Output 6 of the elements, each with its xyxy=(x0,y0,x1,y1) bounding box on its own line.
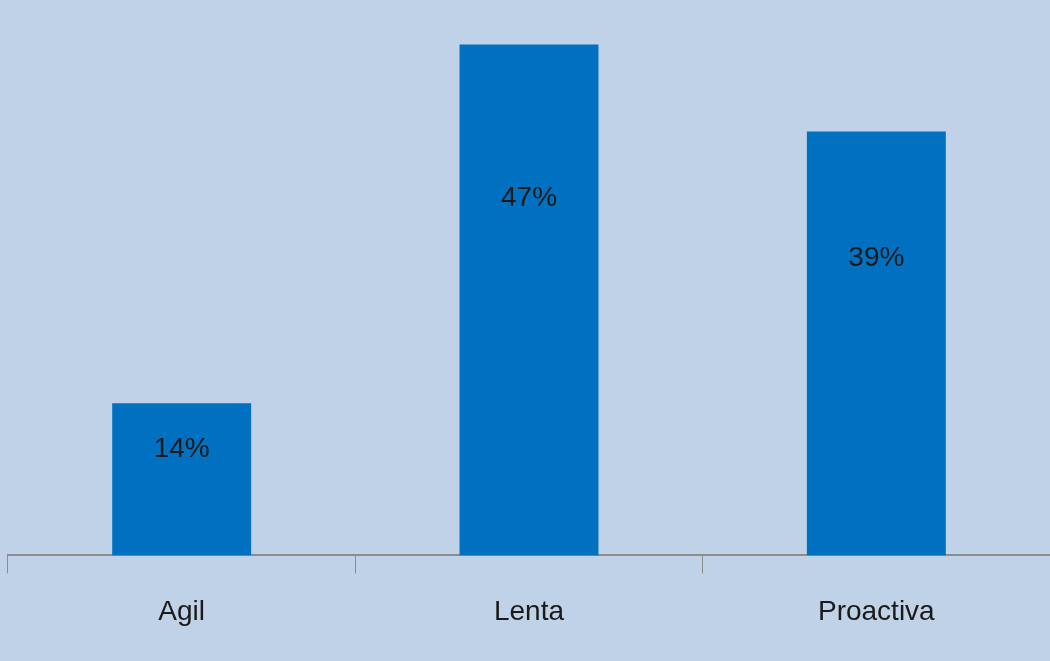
x-tick-label: Agil xyxy=(158,594,206,626)
x-tick-label: Proactiva xyxy=(817,594,936,626)
x-tick-label: Lenta xyxy=(493,594,565,626)
data-label: 47% xyxy=(500,180,558,212)
data-label: 14% xyxy=(153,431,210,463)
data-label: 39% xyxy=(848,241,905,273)
